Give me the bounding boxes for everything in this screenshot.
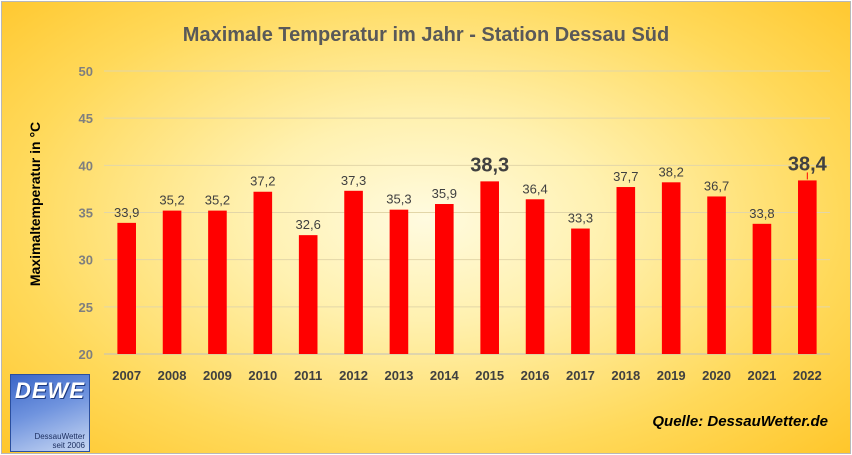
source-label: Quelle: DessauWetter.de <box>652 413 828 430</box>
x-tick-label: 2009 <box>203 368 232 383</box>
data-label: 32,6 <box>296 217 321 232</box>
y-tick-label: 20 <box>79 347 93 362</box>
data-label: 33,3 <box>568 211 593 226</box>
x-tick-label: 2019 <box>657 368 686 383</box>
x-tick-label: 2021 <box>747 368 776 383</box>
x-tick-label: 2016 <box>521 368 550 383</box>
bar <box>389 209 409 354</box>
bar <box>117 222 136 354</box>
bar <box>253 191 273 354</box>
x-tick-label: 2010 <box>248 368 277 383</box>
bar <box>707 196 726 354</box>
data-label: 36,7 <box>704 178 729 193</box>
data-label: 33,9 <box>114 205 139 220</box>
bar <box>525 199 545 354</box>
bar <box>208 210 227 354</box>
x-tick-label: 2013 <box>384 368 413 383</box>
logo-subtitle: DessauWetter <box>34 432 85 441</box>
x-tick-label: 2007 <box>112 368 141 383</box>
x-tick-label: 2012 <box>339 368 368 383</box>
data-label: 35,9 <box>432 186 457 201</box>
x-tick-label: 2014 <box>430 368 460 383</box>
data-label: 36,4 <box>522 181 547 196</box>
x-tick-label: 2008 <box>158 368 187 383</box>
dewe-logo: DEWE DessauWetter seit 2006 <box>10 374 90 452</box>
bar <box>162 210 182 354</box>
y-tick-label: 50 <box>79 64 93 79</box>
bar <box>752 223 772 354</box>
chart-title: Maximale Temperatur im Jahr - Station De… <box>182 24 670 46</box>
x-tick-label: 2017 <box>566 368 595 383</box>
bar <box>298 235 318 354</box>
x-tick-label: 2011 <box>294 368 322 383</box>
logo-since: seit 2006 <box>52 441 85 450</box>
x-tick-label: 2022 <box>793 368 822 383</box>
data-label: 33,8 <box>749 206 774 221</box>
data-label: 35,2 <box>159 193 184 208</box>
x-tick-label: 2020 <box>702 368 731 383</box>
x-tick-label: 2018 <box>611 368 640 383</box>
y-tick-label: 35 <box>79 206 93 221</box>
data-label: 38,2 <box>659 164 684 179</box>
data-label: 35,2 <box>205 193 230 208</box>
y-tick-label: 25 <box>79 300 93 315</box>
data-label: 37,3 <box>341 173 366 188</box>
bar <box>344 190 363 354</box>
y-tick-label: 40 <box>79 158 93 173</box>
bar <box>571 228 590 354</box>
data-label: 38,3 <box>470 154 509 176</box>
y-tick-label: 45 <box>79 111 93 126</box>
logo-text: DEWE <box>15 378 85 403</box>
bar <box>616 187 636 354</box>
data-label: 35,3 <box>386 192 411 207</box>
data-label: 37,7 <box>613 169 638 184</box>
bar <box>661 182 681 354</box>
data-label: 38,4 <box>788 153 828 175</box>
bar <box>480 181 499 354</box>
bar <box>435 204 454 354</box>
x-tick-label: 2015 <box>475 368 504 383</box>
y-tick-label: 30 <box>79 253 93 268</box>
data-label: 37,2 <box>250 174 275 189</box>
bar <box>798 180 817 354</box>
